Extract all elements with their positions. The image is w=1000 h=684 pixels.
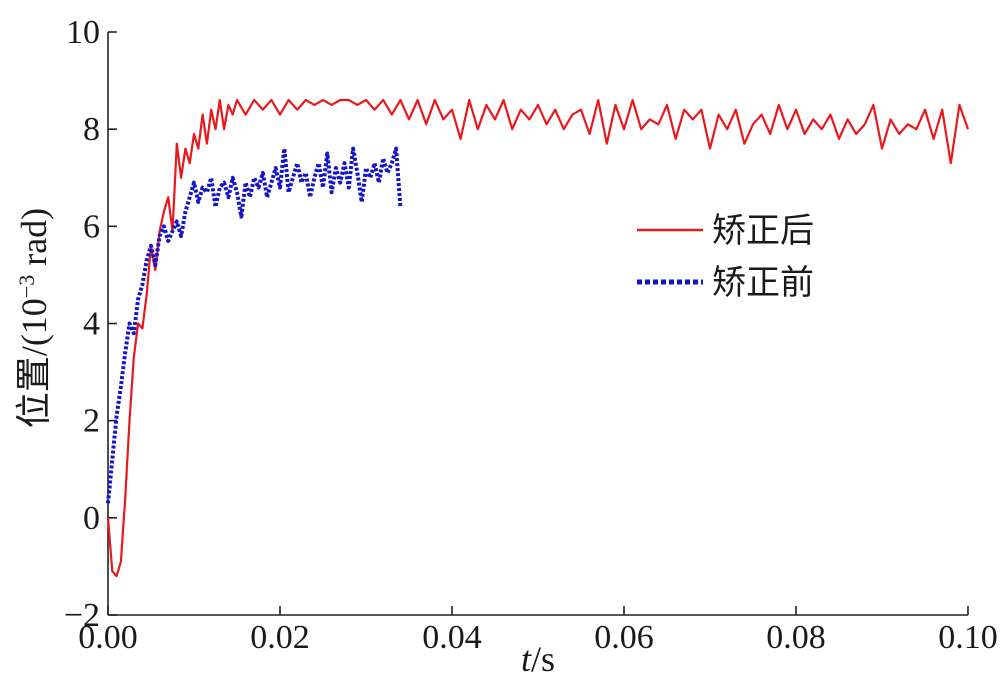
y-tick-label: 6 bbox=[83, 208, 100, 245]
legend-label: 矫正前 bbox=[712, 263, 814, 303]
x-axis-unit: /s bbox=[531, 639, 555, 679]
x-tick-label: 0.04 bbox=[422, 619, 482, 656]
y-tick-label: 8 bbox=[83, 111, 100, 148]
legend-label: 矫正后 bbox=[712, 211, 814, 251]
y-tick-label: 4 bbox=[83, 306, 100, 343]
series-line-uncorrected bbox=[108, 149, 400, 504]
x-tick-label: 0.10 bbox=[938, 619, 998, 656]
series-line-corrected bbox=[108, 100, 968, 576]
x-tick-label: 0.00 bbox=[78, 619, 138, 656]
x-axis-title: t/s bbox=[521, 639, 555, 679]
x-tick-label: 0.06 bbox=[594, 619, 654, 656]
y-tick-label: 0 bbox=[83, 500, 100, 537]
x-tick-label: 0.02 bbox=[250, 619, 310, 656]
y-tick-label: 2 bbox=[83, 403, 100, 440]
y-axis-title: 位置/(10−3 rad) bbox=[14, 208, 55, 428]
y-tick-label: 10 bbox=[66, 14, 100, 51]
x-tick-label: 0.08 bbox=[766, 619, 826, 656]
series-layer bbox=[108, 100, 968, 576]
y-axis-title-main: 位置/(10 bbox=[14, 298, 54, 428]
y-axis-title-tail: rad) bbox=[14, 208, 54, 275]
y-axis-title-exponent: −3 bbox=[14, 275, 39, 298]
